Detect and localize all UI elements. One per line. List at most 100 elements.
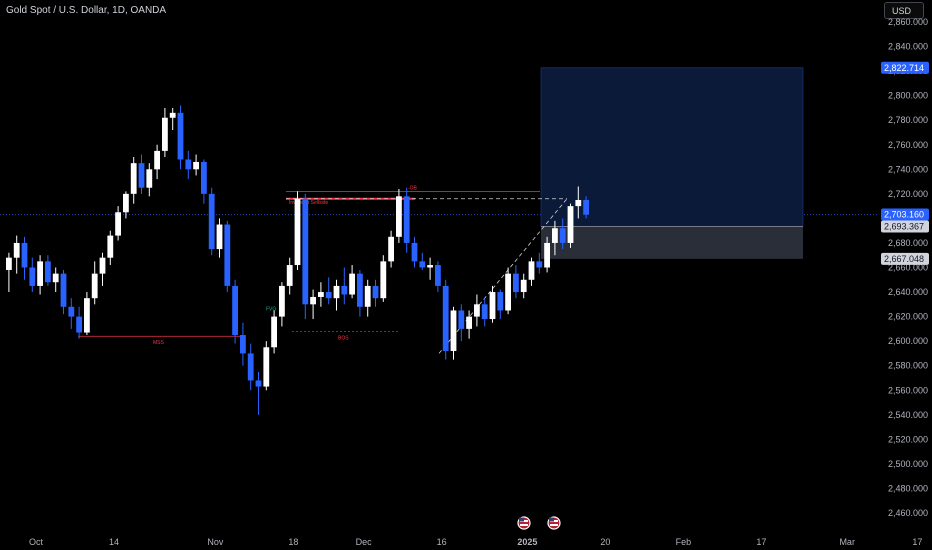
candle-body [162,117,168,151]
y-tick-label: 2,500.000 [888,459,928,469]
candle-body [255,380,262,387]
candle-body [528,261,535,280]
economic-event-icon[interactable] [547,516,561,530]
candle-body [240,335,246,354]
y-tick-label: 2,520.000 [888,434,928,444]
stop-price-tag-text: 2,667.048 [884,254,924,264]
x-tick-label: 17 [912,537,922,547]
candle-body [489,292,496,320]
y-tick-label: 2,600.000 [888,336,928,346]
candle-body [364,285,371,307]
candle-body [185,159,192,170]
entry-price-tag-text: 2,693.367 [884,222,924,232]
x-tick-label: 18 [288,537,298,547]
candle-body [349,273,355,295]
candle-body [216,224,223,250]
x-tick-label: 14 [109,537,119,547]
y-tick-label: 2,540.000 [888,410,928,420]
event-icons[interactable] [517,516,561,530]
currency-button[interactable]: USD [884,2,924,19]
y-tick-label: 2,620.000 [888,312,928,322]
candle-body [84,298,90,333]
candle-body [286,265,293,286]
candle-body [138,163,145,188]
candle-body [224,224,231,286]
rising-trendline [438,198,568,354]
x-tick-label: Dec [356,537,373,547]
candle-body [21,242,28,268]
candle-body [380,261,387,299]
y-tick-label: 2,840.000 [888,42,928,52]
candle-body [411,242,418,262]
economic-event-icon[interactable] [517,516,531,530]
x-tick-label: Feb [676,537,692,547]
candle-body [520,279,527,293]
y-tick-label: 2,860.000 [888,17,928,27]
candle-body [6,257,12,270]
candle-body [279,285,285,317]
fvg-label: FVG [266,306,276,312]
entry-price-tag [881,220,929,233]
y-tick-label: 2,460.000 [888,508,928,518]
x-tick-label: Nov [207,537,224,547]
candle-body [263,347,270,387]
event-flag-stripe [550,524,558,526]
candle-body [575,199,582,207]
candle-body [474,304,480,317]
y-tick-label: 2,740.000 [888,164,928,174]
x-tick-label: 17 [756,537,766,547]
y-tick-label: 2,640.000 [888,287,928,297]
y-tick-label: 2,580.000 [888,361,928,371]
loss-zone[interactable] [541,226,803,259]
candle-body [497,292,504,311]
last-price-tag [881,208,929,221]
candle-body [481,304,488,320]
candle-body [419,261,426,268]
candle-body [403,196,410,243]
candle-body [294,198,301,266]
candle-body [567,206,574,243]
position-zones [540,67,804,259]
candle-body [325,292,332,299]
candle-body [247,353,254,381]
candle-body [310,296,316,305]
candle-body [45,261,51,283]
price-axis[interactable]: 2,460.000 2,480.000 2,500.000 2,520.000 2,54… [888,17,928,518]
x-tick-label: Mar [839,537,855,547]
candle-body [177,112,184,160]
bos-label: BOS [338,335,349,341]
ob-label: -OB [408,185,418,191]
candle-body [505,273,511,311]
y-tick-label: 2,760.000 [888,140,928,150]
candle-body [123,193,129,213]
y-tick-label: 2,480.000 [888,483,928,493]
stop-price-tag [881,252,929,265]
mss-label: MSS [153,340,165,346]
annotations-layer: -OB Inversion Sellside MSS BOS FVG [78,185,568,354]
event-flag-stripe [520,524,528,526]
y-tick-label: 2,660.000 [888,263,928,273]
candle-body [450,310,457,351]
x-tick-label: 20 [600,537,610,547]
candle-body [154,150,160,170]
candle-body [318,292,324,297]
candle-body [271,316,277,348]
candle-body [107,235,114,258]
candle-body [372,285,379,299]
candle-body [388,236,394,262]
candle-body [442,285,449,351]
candle-body [115,212,121,236]
candle-body [583,199,589,215]
candle-body [458,310,465,329]
candle-body [29,267,36,286]
x-tick-label: 16 [437,537,447,547]
y-tick-label: 2,720.000 [888,189,928,199]
candle-body [357,273,363,307]
event-flag-canton [549,517,554,522]
candle-body [146,169,153,188]
time-axis[interactable]: Oct14Nov18Dec16202520Feb17Mar17Apr [29,537,932,547]
candle-body [513,273,519,293]
candle-body [76,316,82,333]
target-price-tag [881,61,929,74]
